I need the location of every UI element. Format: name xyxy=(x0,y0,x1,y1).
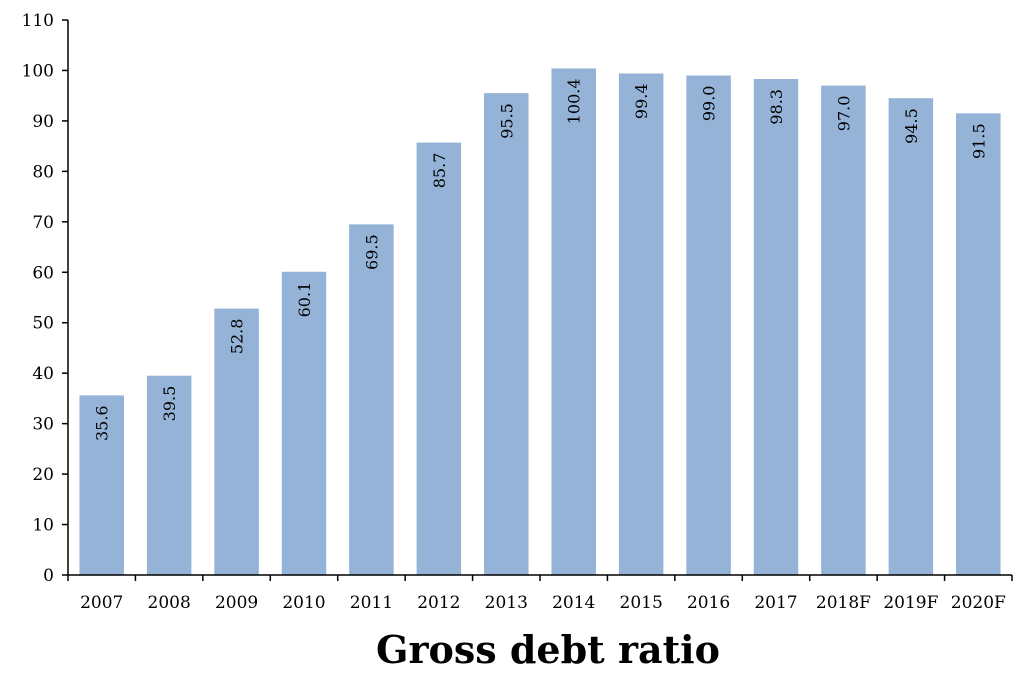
y-tick-label: 80 xyxy=(32,162,54,182)
y-axis-ticks: 0 10 20 30 40 50 60 70 80 90 100 110 xyxy=(22,11,68,586)
x-tick-label: 2014 xyxy=(552,593,595,613)
x-tick-label: 2007 xyxy=(80,593,123,613)
data-label: 35.6 xyxy=(93,405,112,441)
y-tick-label: 100 xyxy=(22,61,54,81)
bar xyxy=(79,395,124,575)
data-label: 99.4 xyxy=(632,83,651,119)
data-label: 52.8 xyxy=(228,319,247,355)
chart-title: Gross debt ratio xyxy=(376,627,720,672)
x-tick-label: 2015 xyxy=(620,593,663,613)
x-tick-label: 2020F xyxy=(951,593,1006,613)
y-tick-label: 10 xyxy=(32,516,54,536)
data-labels: 35.6 39.5 52.8 60.1 69.5 85.7 95.5 100.4 99.4 99.… xyxy=(93,78,989,441)
y-tick-label: 50 xyxy=(32,314,54,334)
y-tick-label: 110 xyxy=(22,11,54,31)
data-label: 94.5 xyxy=(902,108,921,144)
data-label: 39.5 xyxy=(160,386,179,422)
data-label: 95.5 xyxy=(497,103,516,139)
x-tick-label: 2008 xyxy=(148,593,191,613)
x-tick-label: 2010 xyxy=(282,593,325,613)
x-tick-label: 2018F xyxy=(816,593,871,613)
y-tick-label: 60 xyxy=(32,263,54,283)
data-label: 98.3 xyxy=(767,89,786,125)
data-label: 60.1 xyxy=(295,282,314,318)
bar xyxy=(888,98,934,576)
bar xyxy=(821,85,866,575)
x-tick-label: 2013 xyxy=(485,593,528,613)
bar xyxy=(686,75,731,575)
axes xyxy=(67,20,1012,576)
y-tick-label: 0 xyxy=(43,566,54,586)
bar xyxy=(956,113,1001,575)
bar xyxy=(281,271,327,575)
bar xyxy=(214,308,259,575)
bar xyxy=(416,142,462,575)
data-label: 100.4 xyxy=(565,78,584,124)
y-tick-label: 70 xyxy=(32,213,54,233)
bar xyxy=(618,73,664,576)
x-tick-label: 2012 xyxy=(417,593,460,613)
x-axis-ticks: 2007 2008 2009 2010 2011 2012 2013 2014 2015 2016… xyxy=(67,575,1013,613)
bars xyxy=(79,68,1001,576)
bar xyxy=(349,224,394,575)
data-label: 69.5 xyxy=(362,234,381,270)
bar xyxy=(146,375,192,575)
data-label: 91.5 xyxy=(969,123,988,159)
y-tick-label: 90 xyxy=(32,112,54,132)
bar xyxy=(484,93,529,575)
x-tick-label: 2009 xyxy=(215,593,258,613)
data-label: 99.0 xyxy=(700,86,719,122)
x-tick-label: 2016 xyxy=(687,593,730,613)
x-tick-label: 2017 xyxy=(754,593,797,613)
x-tick-label: 2019F xyxy=(883,593,938,613)
data-label: 85.7 xyxy=(430,153,449,189)
y-tick-label: 20 xyxy=(32,465,54,485)
y-tick-label: 40 xyxy=(32,364,54,384)
data-label: 97.0 xyxy=(834,96,853,132)
bar xyxy=(551,68,596,575)
y-tick-label: 30 xyxy=(32,415,54,435)
bar xyxy=(753,79,799,576)
x-tick-label: 2011 xyxy=(350,593,393,613)
